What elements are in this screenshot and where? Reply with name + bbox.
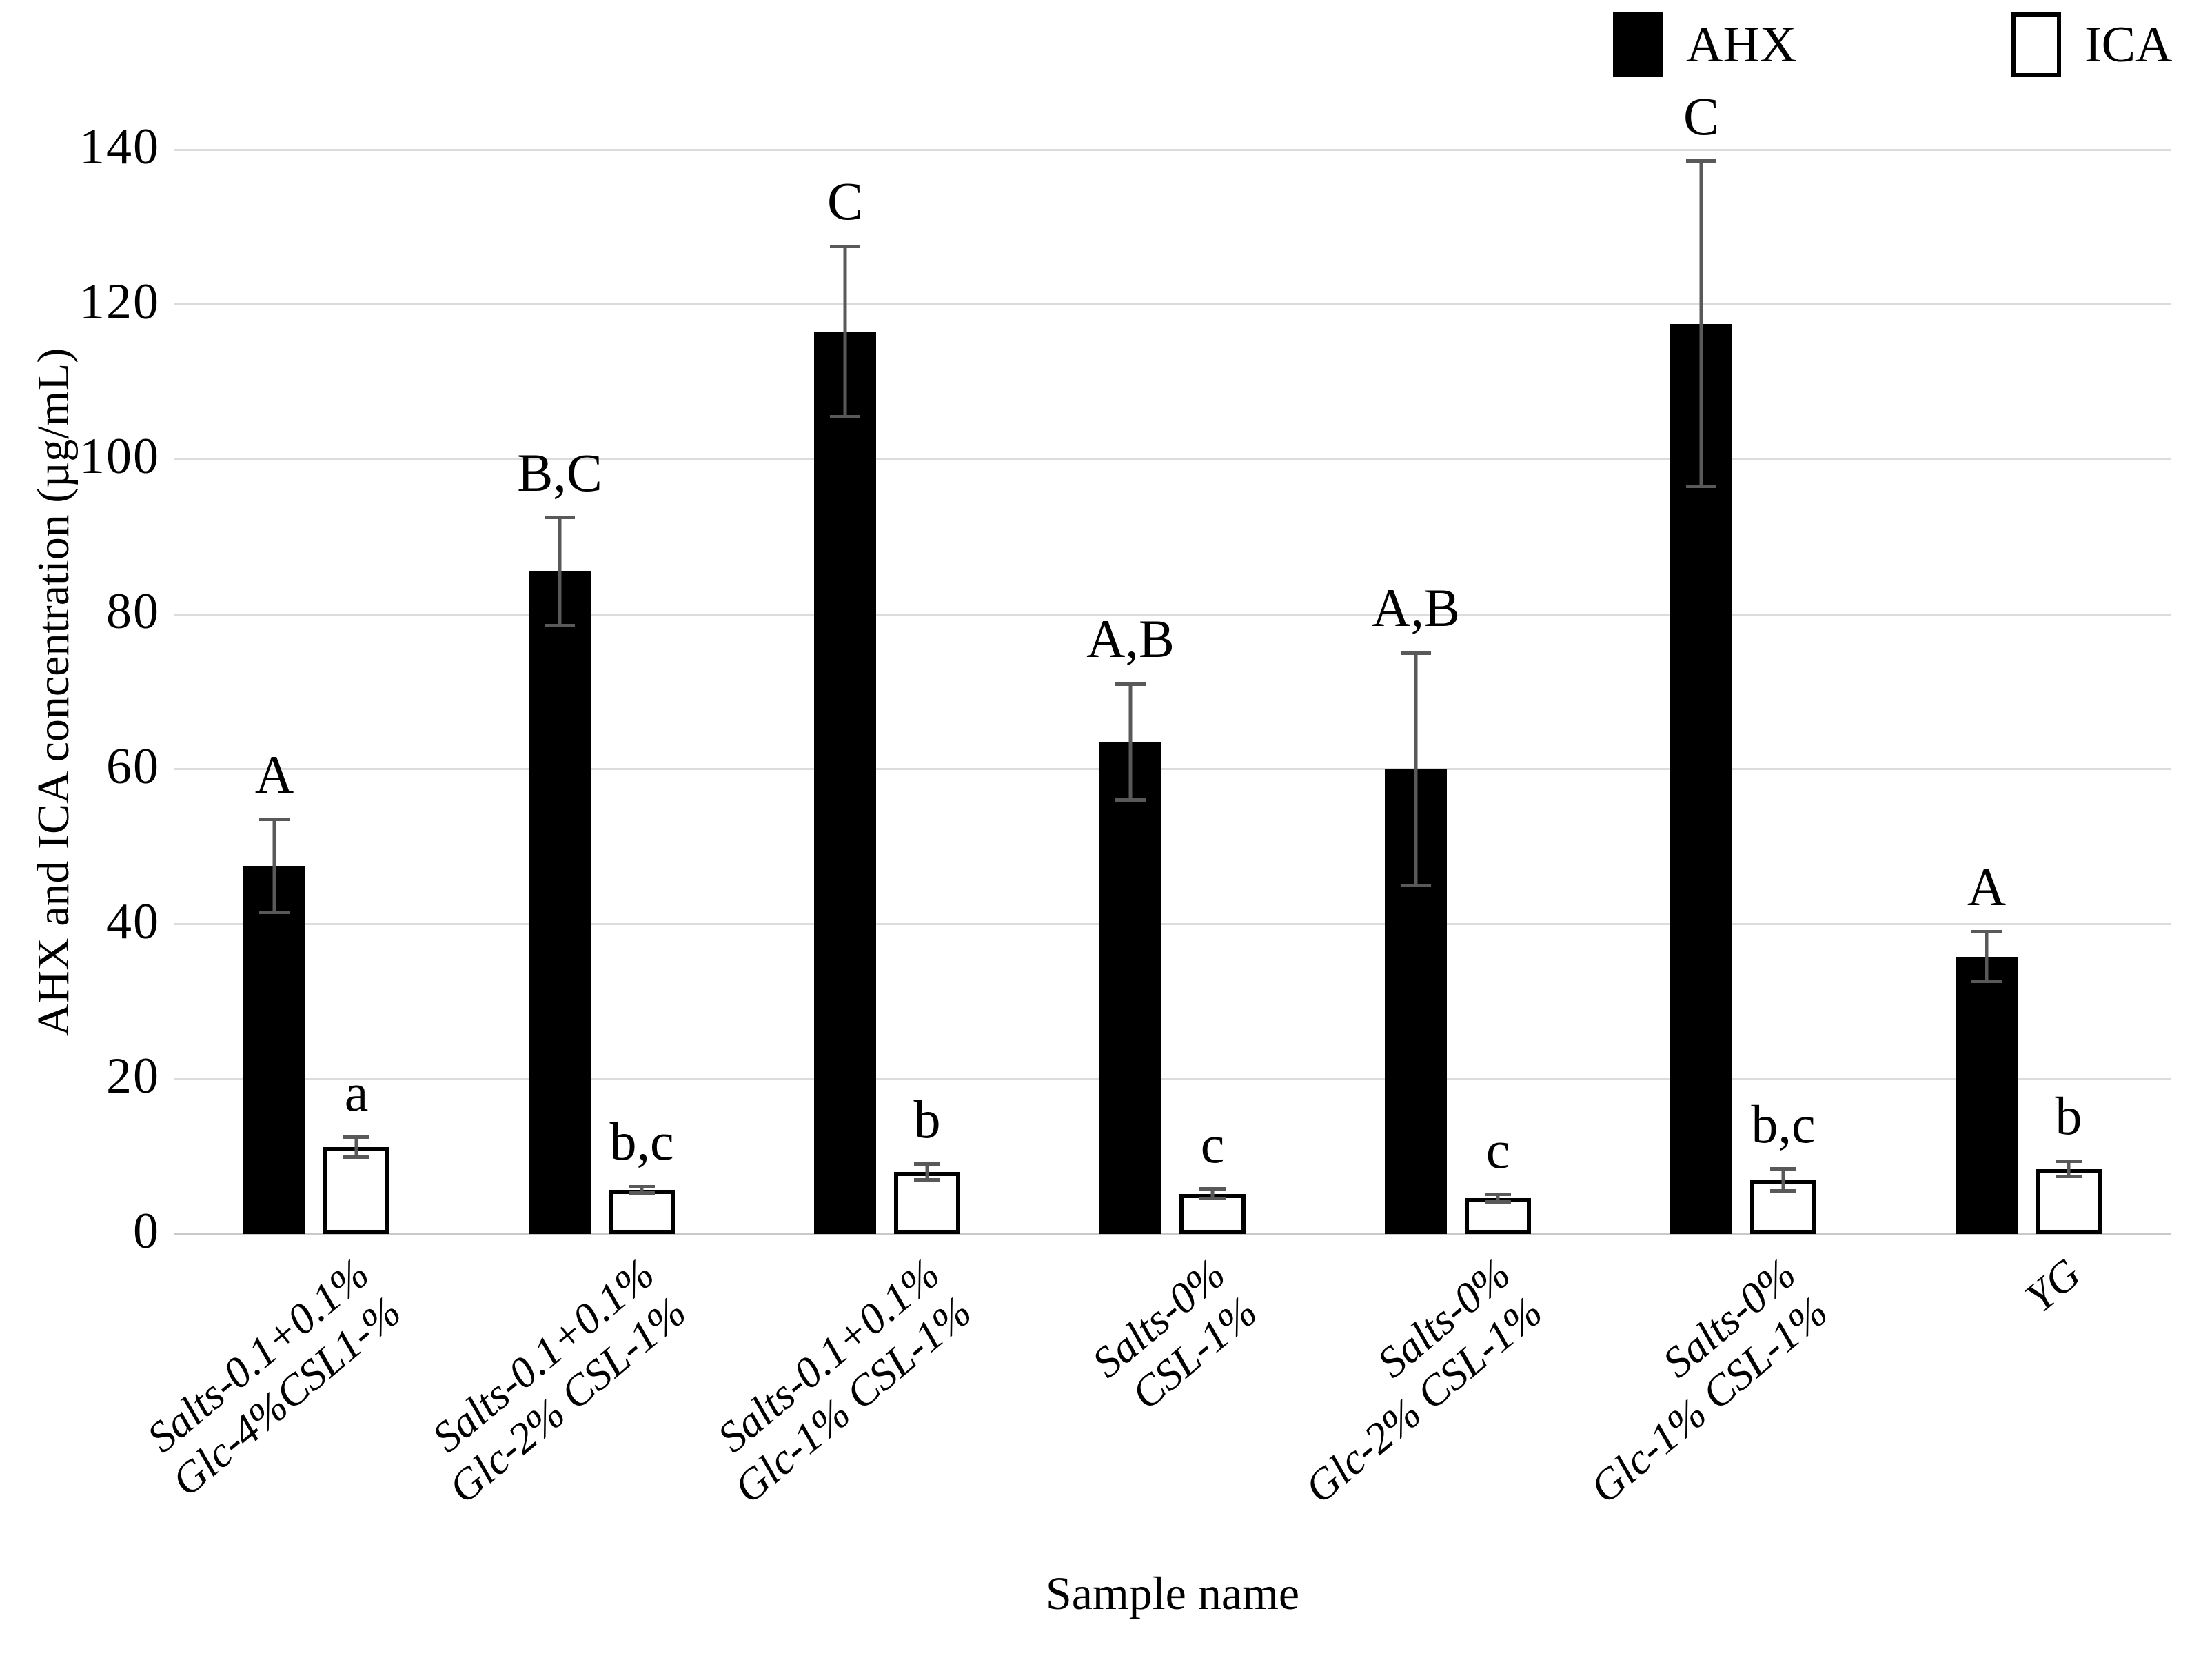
ica-bar [323, 1147, 389, 1234]
error-bar [1414, 653, 1418, 886]
ica-significance-letter: b,c [609, 1111, 674, 1172]
error-bar-cap [629, 1184, 655, 1188]
x-category-label: Salts-0.1+0.1% Glc-4%CSL1-% [137, 1249, 410, 1506]
ica-significance-letter: c [1200, 1113, 1225, 1174]
ahx-significance-letter: C [826, 171, 864, 232]
ica-significance-letter: c [1485, 1119, 1510, 1180]
ica-significance-letter: b,c [1751, 1093, 1816, 1154]
x-category-label: Salts-0% Glc-2% CSL-1% [1295, 1249, 1552, 1512]
error-bar [2067, 1161, 2071, 1177]
error-bar-cap [259, 911, 290, 915]
error-bar [558, 517, 562, 626]
ica-legend-swatch-icon [2011, 12, 2061, 77]
error-bar-cap [343, 1135, 369, 1140]
ica-significance-letter: b [913, 1089, 941, 1149]
ahx-significance-letter: A,B [1086, 609, 1175, 669]
error-bar-cap [1401, 651, 1431, 655]
error-bar [1210, 1188, 1215, 1199]
error-bar-cap [1485, 1193, 1511, 1197]
error-bar [1699, 161, 1703, 487]
error-bar-cap [1115, 682, 1146, 686]
error-bar-cap [1686, 159, 1716, 163]
y-tick-label: 60 [106, 738, 160, 795]
ahx-legend-swatch-icon [1613, 12, 1663, 77]
ica-bar [2036, 1168, 2102, 1234]
gridline [174, 1077, 2171, 1080]
ica-bar [894, 1172, 960, 1234]
ica-significance-letter: b [2055, 1086, 2082, 1146]
ahx-bar [243, 866, 305, 1234]
y-tick-label: 40 [106, 893, 160, 950]
ica-significance-letter: a [344, 1062, 369, 1122]
ahx-significance-letter: A [1967, 856, 2007, 917]
gridline [174, 768, 2171, 771]
error-bar-cap [914, 1177, 940, 1182]
ahx-significance-letter: A,B [1372, 578, 1460, 638]
y-tick-label: 80 [106, 583, 160, 640]
y-tick-label: 100 [79, 428, 160, 485]
error-bar [1781, 1168, 1785, 1191]
gridline [174, 458, 2171, 460]
error-bar-cap [1971, 980, 2002, 984]
error-bar [354, 1137, 358, 1157]
gridline [174, 613, 2171, 616]
ica-bar [609, 1189, 675, 1234]
x-category-label: YG [2016, 1249, 2090, 1322]
ahx-bar [814, 332, 876, 1234]
y-tick-label: 0 [133, 1203, 160, 1260]
legend-label-ica: ICA [2084, 16, 2173, 73]
legend-entry-ica: ICA [2011, 12, 2172, 77]
error-bar-cap [2056, 1175, 2082, 1179]
error-bar-cap [2056, 1159, 2082, 1163]
gridline [174, 303, 2171, 306]
ahx-bar [1956, 956, 2018, 1234]
error-bar-cap [914, 1162, 940, 1166]
error-bar-cap [1770, 1188, 1796, 1193]
error-bar [1985, 931, 1989, 982]
y-tick-label: 140 [79, 119, 160, 176]
error-bar-cap [830, 415, 860, 419]
error-bar [1128, 684, 1133, 800]
error-bar-cap [545, 624, 575, 628]
error-bar-cap [1485, 1200, 1511, 1204]
error-bar-cap [343, 1155, 369, 1160]
ahx-significance-letter: C [1683, 85, 1720, 146]
error-bar [272, 819, 276, 913]
ahx-significance-letter: A [254, 744, 294, 804]
error-bar-cap [830, 244, 860, 248]
gridline [174, 923, 2171, 926]
error-bar-cap [1199, 1196, 1226, 1200]
x-category-label: Salts-0% CSL-1% [1082, 1249, 1266, 1419]
error-bar-cap [1686, 485, 1716, 489]
error-bar-cap [1401, 883, 1431, 887]
error-bar [1496, 1194, 1500, 1202]
ahx-bar [529, 571, 591, 1234]
error-bar-cap [1199, 1187, 1226, 1191]
legend-label-ahx: AHX [1686, 16, 1797, 73]
x-category-label: Salts-0% Glc-1% CSL-1% [1581, 1249, 1837, 1512]
error-bar [640, 1186, 644, 1193]
error-bar-cap [259, 818, 290, 822]
gridline [174, 148, 2171, 151]
y-tick-label: 120 [79, 273, 160, 330]
x-axis-title: Sample name [1045, 1567, 1300, 1619]
error-bar-cap [1770, 1167, 1796, 1171]
x-category-label: Salts-0.1+0.1% Glc-1% CSL-1% [708, 1249, 981, 1512]
ahx-significance-letter: B,C [517, 442, 602, 503]
legend-entry-ahx: AHX [1613, 12, 1796, 77]
x-axis-line [174, 1233, 2171, 1235]
error-bar-cap [545, 516, 575, 520]
ahx-bar [1099, 742, 1161, 1234]
error-bar-cap [1971, 930, 2002, 934]
x-category-label: Salts-0.1+0.1% Glc-2% CSL-1% [423, 1249, 696, 1512]
y-tick-label: 20 [106, 1048, 160, 1105]
error-bar-cap [1115, 798, 1146, 802]
error-bar [843, 246, 847, 417]
error-bar [925, 1164, 929, 1180]
error-bar-cap [629, 1191, 655, 1195]
